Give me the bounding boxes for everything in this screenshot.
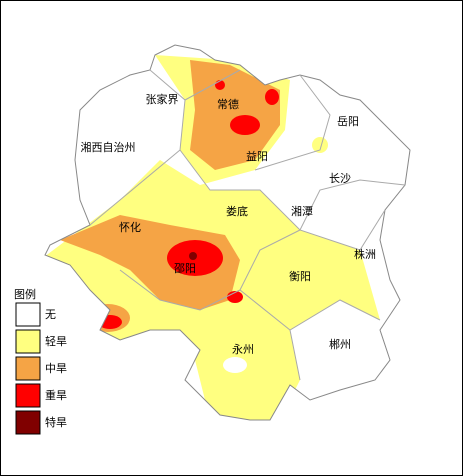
- legend-swatch: [15, 383, 41, 408]
- city-label: 湘西自治州: [81, 140, 136, 154]
- city-label: 怀化: [119, 220, 141, 234]
- legend-label: 重旱: [45, 388, 67, 402]
- city-label: 常德: [217, 97, 239, 111]
- city-label: 益阳: [246, 149, 268, 163]
- city-label: 长沙: [329, 172, 351, 185]
- city-label: 永州: [232, 342, 254, 356]
- city-label: 邵阳: [174, 262, 196, 275]
- legend-swatch: [15, 356, 41, 381]
- city-label: 衡阳: [289, 270, 311, 283]
- city-label: 株洲: [354, 247, 376, 261]
- province-outline: [44, 44, 411, 421]
- legend-swatch: [15, 410, 41, 435]
- legend-label: 轻旱: [45, 334, 67, 348]
- city-label: 娄底: [226, 204, 248, 218]
- city-labels: 张家界 常德 岳阳 益阳 湘西自治州 长沙 娄底 湘潭 怀化 邵阳 衡阳 株洲 …: [81, 92, 377, 356]
- city-label: 郴州: [329, 337, 351, 351]
- city-label: 岳阳: [337, 115, 359, 128]
- legend-label: 无: [45, 308, 56, 321]
- city-label: 湘潭: [291, 204, 313, 218]
- legend-swatch: [15, 302, 41, 327]
- legend-title: 图例: [14, 287, 36, 301]
- legend-label: 特旱: [45, 415, 67, 429]
- legend-label: 中旱: [45, 362, 67, 375]
- legend-swatch: [15, 329, 41, 354]
- city-label: 张家界: [146, 92, 179, 106]
- city-borders: [89, 69, 406, 381]
